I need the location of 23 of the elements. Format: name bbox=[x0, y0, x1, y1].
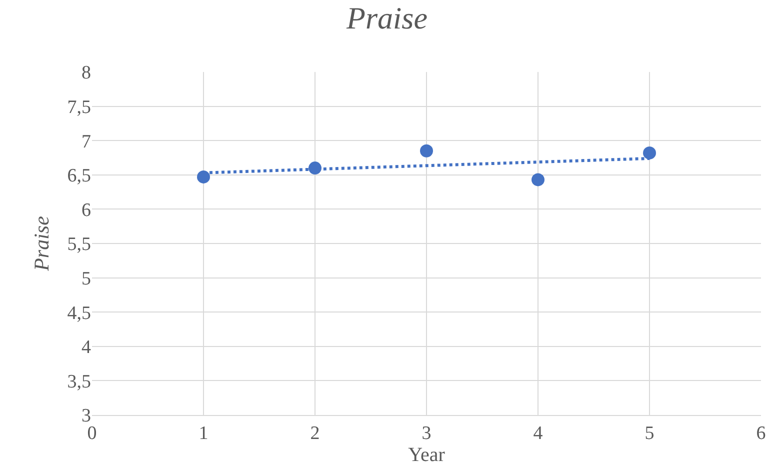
y-tick-label: 7,5 bbox=[67, 96, 91, 118]
y-tick-label: 5 bbox=[82, 268, 91, 290]
y-tick-label: 7 bbox=[82, 131, 91, 152]
x-tick-label: 3 bbox=[422, 422, 432, 444]
x-tick-label: 4 bbox=[533, 422, 544, 444]
y-tick-label: 6 bbox=[82, 200, 91, 221]
x-tick-label: 1 bbox=[198, 422, 208, 444]
y-tick-label: 8 bbox=[82, 62, 91, 84]
y-tick-label: 4 bbox=[82, 337, 92, 358]
x-tick-label: 2 bbox=[310, 422, 320, 444]
x-tick-label: 5 bbox=[644, 422, 654, 444]
y-tick-label: 5,5 bbox=[67, 234, 91, 256]
x-tick-label: 6 bbox=[756, 422, 766, 444]
point bbox=[643, 146, 656, 160]
chart-title: Praise bbox=[346, 0, 428, 36]
y-axis-title: Praise bbox=[29, 216, 54, 272]
y-tick-label: 3,5 bbox=[67, 371, 91, 392]
point bbox=[420, 144, 433, 158]
x-axis-title: Year bbox=[408, 444, 446, 466]
y-tick-label: 6,5 bbox=[67, 166, 91, 187]
y-tick-label: 4,5 bbox=[67, 302, 91, 324]
point bbox=[532, 173, 544, 186]
point bbox=[197, 170, 210, 184]
